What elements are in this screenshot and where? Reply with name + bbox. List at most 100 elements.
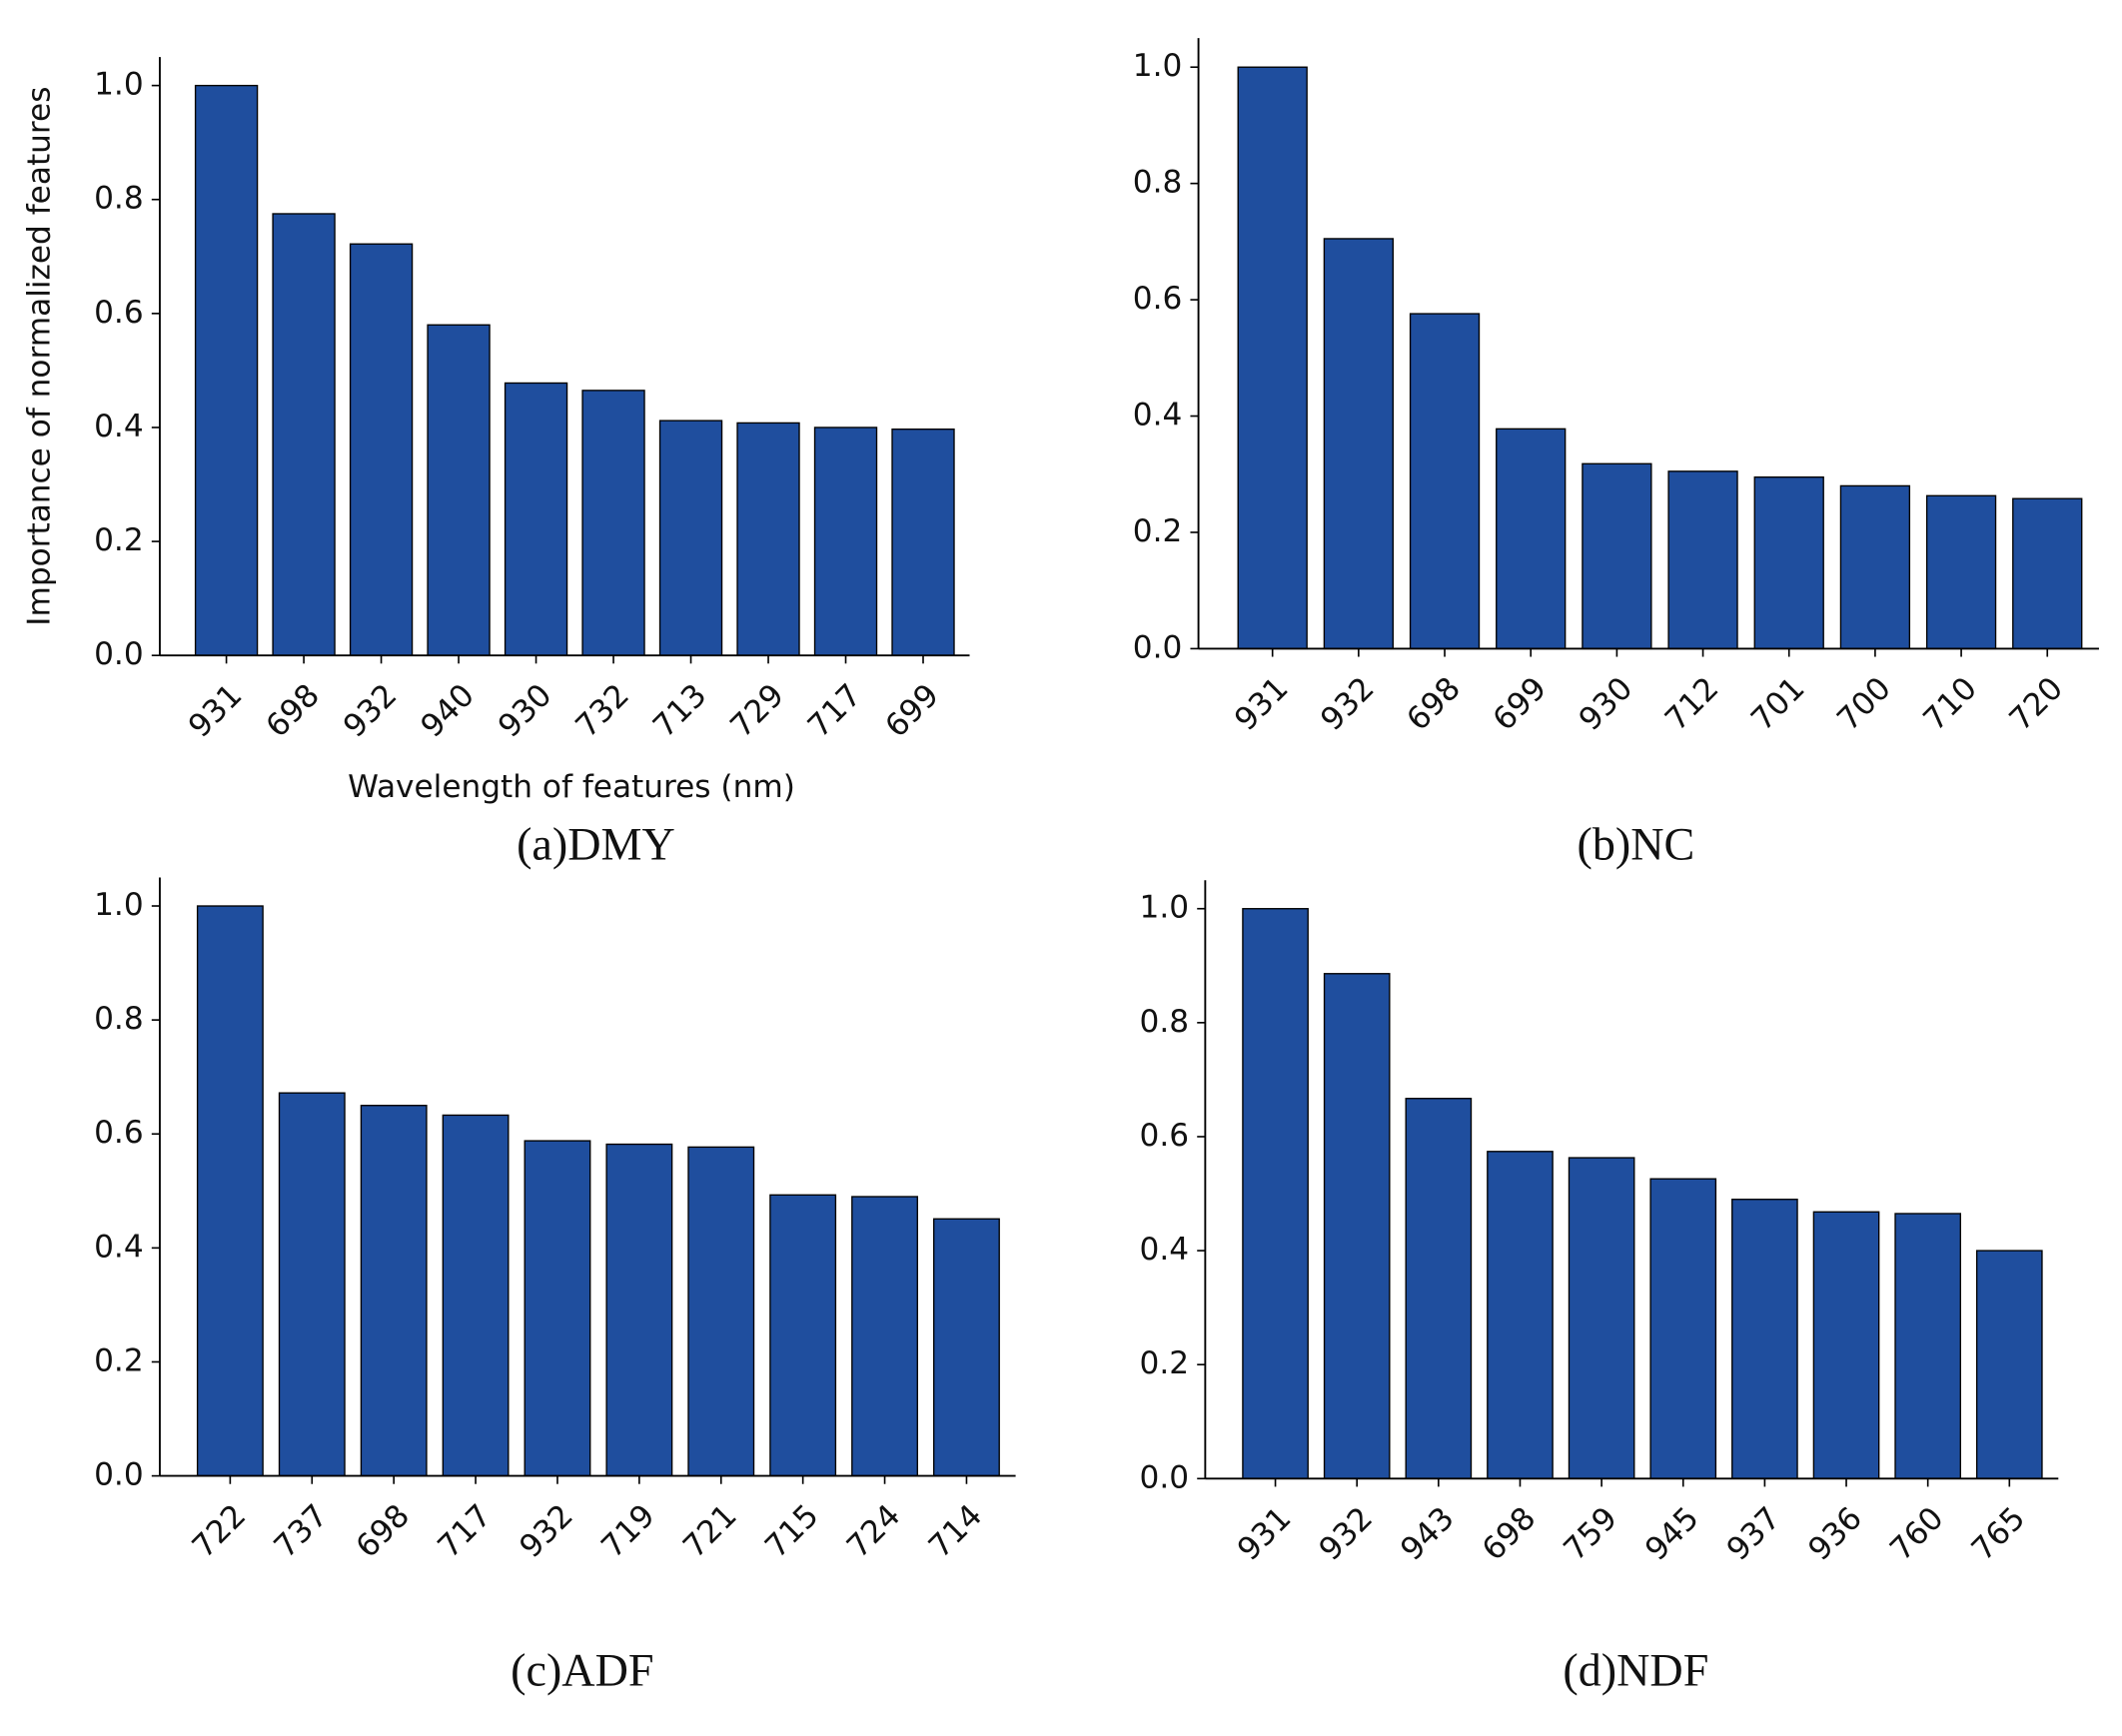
bar	[427, 324, 491, 656]
panel-caption: (a)DMY	[517, 819, 675, 870]
y-tick-label: 0.0	[1140, 1459, 1190, 1495]
x-tick-label: 765	[1965, 1500, 2033, 1568]
x-tick-label: 724	[840, 1497, 908, 1565]
bar	[278, 1092, 346, 1477]
y-tick-label: 1.0	[1140, 890, 1190, 926]
y-tick-label: 0.6	[1133, 281, 1183, 317]
y-tick-label: 0.4	[94, 409, 144, 444]
x-tick-label: 932	[513, 1497, 580, 1565]
bar	[2012, 497, 2083, 650]
y-tick-label: 1.0	[1133, 48, 1183, 84]
y-tick-label: 0.2	[1140, 1345, 1190, 1381]
bar	[360, 1105, 428, 1477]
bar	[272, 213, 336, 656]
y-tick-label: 0.6	[1140, 1118, 1190, 1154]
x-tick-label: 714	[922, 1497, 990, 1565]
x-tick-label: 931	[1228, 670, 1296, 738]
y-tick-label: 0.4	[94, 1229, 144, 1265]
x-tick-label: 720	[2003, 670, 2071, 738]
bar	[1242, 908, 1309, 1479]
bar	[1409, 313, 1481, 650]
bar	[1405, 1098, 1473, 1479]
bar	[524, 1140, 591, 1477]
x-tick-label: 932	[337, 677, 405, 745]
x-tick-label: 698	[350, 1497, 418, 1565]
bar	[1812, 1211, 1880, 1479]
bar	[687, 1146, 755, 1477]
x-tick-label: 719	[594, 1497, 662, 1565]
bar	[1649, 1178, 1717, 1479]
y-tick-label: 0.8	[94, 1001, 144, 1037]
y-tick-label: 0.2	[94, 522, 144, 558]
x-tick-label: 721	[676, 1497, 744, 1565]
x-tick-label: 936	[1801, 1500, 1869, 1568]
y-tick-label: 1.0	[94, 67, 144, 103]
bar	[1323, 238, 1395, 650]
x-tick-label: 715	[758, 1497, 826, 1565]
x-tick-label: 932	[1314, 670, 1382, 738]
bar	[349, 243, 414, 656]
bar	[1753, 475, 1824, 650]
x-tick-label: 722	[186, 1497, 254, 1565]
bar	[1894, 1213, 1962, 1479]
x-tick-label: 737	[268, 1497, 336, 1565]
panel-caption: (d)NDF	[1563, 1644, 1708, 1695]
y-tick-label: 0.0	[94, 1457, 144, 1493]
bar	[1839, 484, 1911, 650]
x-tick-label: 713	[646, 677, 714, 745]
x-tick-label: 699	[1487, 670, 1555, 738]
bar	[1487, 1151, 1554, 1479]
x-tick-label: 943	[1394, 1500, 1462, 1568]
panel-caption: (b)NC	[1578, 819, 1695, 870]
y-tick-label: 0.0	[94, 636, 144, 672]
bar	[736, 422, 800, 656]
bar	[194, 84, 259, 656]
x-tick-label: 759	[1557, 1500, 1624, 1568]
bar	[196, 905, 264, 1477]
bar	[504, 382, 568, 656]
bar	[1731, 1199, 1798, 1479]
x-tick-label: 930	[1573, 670, 1640, 738]
y-axis-title: Importance of normalized features	[22, 87, 58, 626]
bar	[605, 1143, 673, 1477]
x-tick-label: 717	[801, 677, 869, 745]
y-tick-label: 0.6	[94, 295, 144, 331]
y-tick-label: 0.8	[94, 181, 144, 217]
x-tick-label: 930	[492, 677, 559, 745]
x-tick-label: 945	[1638, 1500, 1706, 1568]
y-tick-label: 0.0	[1133, 629, 1183, 665]
y-tick-label: 0.4	[1140, 1232, 1190, 1268]
y-tick-label: 0.6	[94, 1115, 144, 1151]
x-tick-label: 710	[1916, 670, 1984, 738]
x-tick-label: 932	[1313, 1500, 1381, 1568]
bar	[891, 428, 955, 656]
y-tick-label: 0.8	[1133, 165, 1183, 201]
y-tick-label: 0.2	[94, 1342, 144, 1378]
x-axis-title: Wavelength of features (nm)	[348, 769, 795, 805]
bar	[1975, 1250, 2043, 1479]
x-tick-label: 698	[1476, 1500, 1544, 1568]
bar	[1925, 494, 1997, 650]
bar	[442, 1114, 510, 1477]
bar	[1323, 973, 1391, 1479]
y-tick-label: 0.8	[1140, 1004, 1190, 1040]
x-tick-label: 937	[1720, 1500, 1788, 1568]
bar	[1568, 1157, 1635, 1479]
bar	[813, 427, 878, 656]
x-tick-label: 700	[1830, 670, 1898, 738]
bar	[1667, 470, 1738, 650]
x-tick-label: 701	[1744, 670, 1812, 738]
x-tick-label: 931	[1231, 1500, 1299, 1568]
y-tick-label: 0.4	[1133, 398, 1183, 434]
x-tick-label: 931	[182, 677, 250, 745]
bar	[1237, 66, 1308, 650]
x-tick-label: 698	[259, 677, 327, 745]
y-tick-label: 1.0	[94, 887, 144, 923]
x-tick-label: 732	[568, 677, 636, 745]
x-tick-label: 760	[1883, 1500, 1951, 1568]
x-tick-label: 699	[878, 677, 946, 745]
x-tick-label: 712	[1658, 670, 1726, 738]
x-tick-label: 729	[723, 677, 791, 745]
bar	[581, 390, 645, 656]
y-tick-label: 0.2	[1133, 513, 1183, 549]
